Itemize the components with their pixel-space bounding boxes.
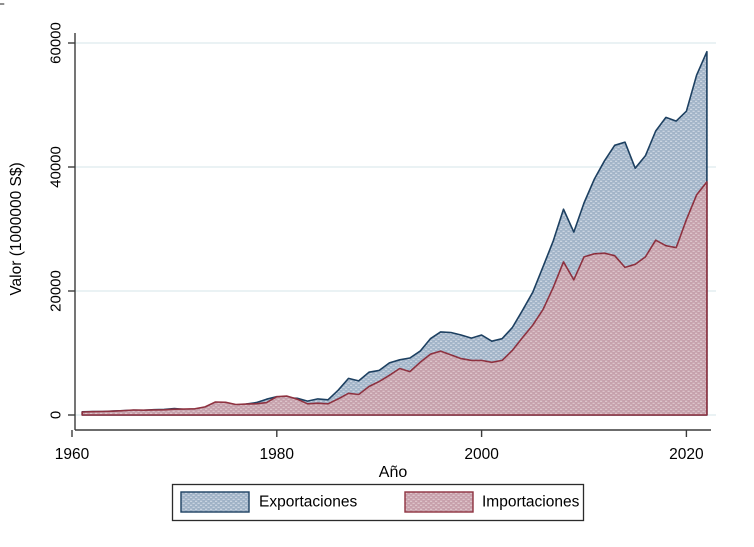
legend: Exportaciones Importaciones <box>171 483 585 522</box>
axes-group: 0 20000 40000 60000 1960 1980 2000 2020 <box>48 22 711 463</box>
y-axis-title: Valor (1000000 S$) <box>8 162 25 295</box>
x-tick-label: 2020 <box>669 446 704 463</box>
x-axis-title: Año <box>379 464 408 481</box>
areas-group <box>81 50 708 416</box>
importaciones-area <box>81 181 708 416</box>
y-tick-label: 60000 <box>48 22 65 64</box>
y-tick-label: 0 <box>48 411 65 419</box>
legend-swatch-exportaciones <box>180 491 250 513</box>
x-tick-label: 2000 <box>464 446 499 463</box>
y-tick-label: 20000 <box>48 270 65 312</box>
x-tick-label: 1980 <box>260 446 295 463</box>
legend-swatch-importaciones <box>404 491 474 513</box>
x-tick-label: 1960 <box>55 446 90 463</box>
corner-artifact: F <box>0 0 5 11</box>
legend-label-exportaciones: Exportaciones <box>259 494 357 511</box>
y-tick-label: 40000 <box>48 146 65 188</box>
legend-label-importaciones: Importaciones <box>482 494 580 511</box>
